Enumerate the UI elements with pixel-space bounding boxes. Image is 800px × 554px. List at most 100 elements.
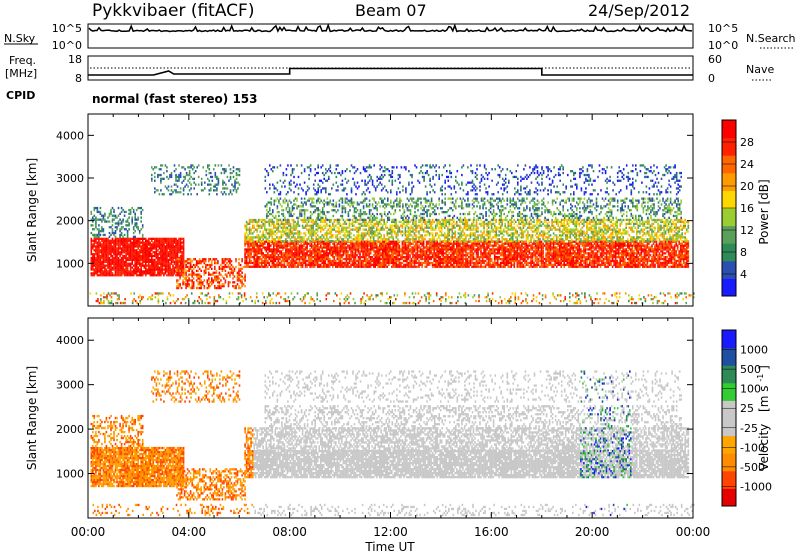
range-gate-cell: [418, 261, 420, 265]
range-gate-cell: [611, 257, 614, 261]
range-gate-cell: [200, 183, 203, 186]
range-gate-cell: [395, 244, 398, 247]
range-gate-cell: [214, 173, 217, 177]
range-gate-cell: [378, 254, 381, 257]
range-gate-cell: [170, 258, 173, 262]
range-gate-cell: [566, 248, 569, 251]
range-gate-cell: [122, 237, 124, 240]
range-gate-cell: [564, 257, 567, 261]
range-gate-cell: [466, 252, 469, 255]
range-gate-cell: [572, 265, 575, 268]
range-gate-cell: [542, 257, 544, 261]
range-gate-cell: [487, 259, 490, 263]
range-gate-cell: [166, 245, 168, 248]
range-gate-cell: [235, 189, 238, 192]
range-gate-cell: [471, 265, 473, 268]
range-gate-cell: [431, 242, 434, 245]
range-gate-cell: [401, 242, 404, 245]
range-gate-cell: [658, 254, 661, 257]
range-gate-cell: [95, 224, 97, 227]
range-gate-cell: [129, 266, 132, 269]
range-gate-cell: [645, 256, 647, 259]
range-gate-cell: [321, 261, 323, 265]
range-gate-cell: [303, 257, 305, 261]
range-gate-cell: [469, 259, 472, 263]
range-gate-cell: [114, 235, 117, 238]
range-gate-cell: [345, 263, 348, 266]
range-gate-cell: [628, 248, 631, 251]
range-gate-cell: [646, 242, 649, 245]
range-gate-cell: [661, 261, 664, 265]
range-gate-cell: [575, 246, 578, 249]
range-gate-cell: [99, 258, 102, 262]
range-gate-cell: [160, 260, 162, 263]
range-gate-cell: [437, 246, 440, 249]
range-gate-cell: [540, 261, 543, 265]
range-gate-cell: [492, 246, 494, 249]
range-gate-cell: [158, 237, 161, 240]
range-gate-cell: [250, 244, 252, 247]
range-gate-cell: [356, 240, 358, 243]
range-gate-cell: [486, 257, 488, 261]
range-gate-cell: [663, 259, 665, 263]
noise-right-tick-top: 10^5: [708, 22, 738, 35]
range-gate-cell: [187, 179, 189, 182]
range-gate-cell: [640, 246, 643, 249]
range-gate-cell: [572, 252, 575, 255]
range-gate-cell: [179, 251, 182, 254]
range-gate-cell: [120, 272, 123, 275]
range-gate-cell: [175, 168, 177, 171]
range-gate-cell: [440, 250, 443, 253]
range-gate-cell: [101, 214, 103, 217]
range-gate-cell: [253, 259, 255, 263]
range-gate-cell: [309, 265, 311, 268]
range-gate-cell: [377, 252, 379, 255]
range-gate-cell: [630, 256, 632, 259]
range-gate-cell: [377, 257, 379, 261]
range-gate-cell: [101, 270, 103, 273]
range-gate-cell: [327, 263, 330, 266]
range-gate-cell: [175, 266, 177, 269]
range-gate-cell: [501, 248, 503, 251]
range-gate-cell: [223, 168, 226, 171]
range-gate-cell: [513, 242, 516, 245]
range-gate-cell: [636, 263, 638, 266]
range-gate-cell: [336, 242, 339, 245]
range-gate-cell: [125, 247, 127, 250]
range-gate-cell: [344, 257, 346, 261]
range-gate-cell: [318, 240, 320, 243]
range-gate-cell: [681, 248, 683, 251]
range-gate-cell: [341, 263, 343, 266]
range-gate-cell: [512, 256, 514, 259]
range-gate-cell: [265, 246, 268, 249]
range-gate-cell: [501, 242, 503, 245]
range-gate-cell: [542, 256, 544, 259]
range-gate-cell: [416, 261, 419, 265]
range-gate-cell: [298, 250, 301, 253]
range-gate-cell: [619, 246, 621, 249]
range-gate-cell: [225, 193, 227, 196]
range-gate-cell: [321, 254, 323, 257]
range-gate-cell: [602, 246, 605, 249]
range-gate-cell: [561, 240, 564, 243]
range-gate-cell: [652, 265, 655, 268]
range-gate-cell: [640, 263, 643, 266]
range-gate-cell: [661, 250, 664, 253]
range-gate-cell: [253, 246, 255, 249]
range-gate-cell: [167, 239, 170, 242]
range-gate-cell: [126, 218, 129, 221]
range-gate-cell: [152, 241, 155, 244]
range-gate-cell: [378, 265, 381, 268]
range-gate-cell: [231, 193, 233, 196]
range-gate-cell: [563, 242, 565, 245]
range-gate-cell: [489, 240, 491, 243]
range-gate-cell: [572, 248, 575, 251]
range-gate-cell: [648, 250, 650, 253]
range-gate-cell: [271, 240, 274, 243]
range-gate-cell: [401, 252, 404, 255]
range-gate-cell: [457, 246, 460, 249]
range-gate-cell: [119, 264, 121, 267]
range-gate-cell: [264, 254, 266, 257]
range-gate-cell: [463, 261, 466, 265]
range-gate-cell: [256, 261, 258, 265]
